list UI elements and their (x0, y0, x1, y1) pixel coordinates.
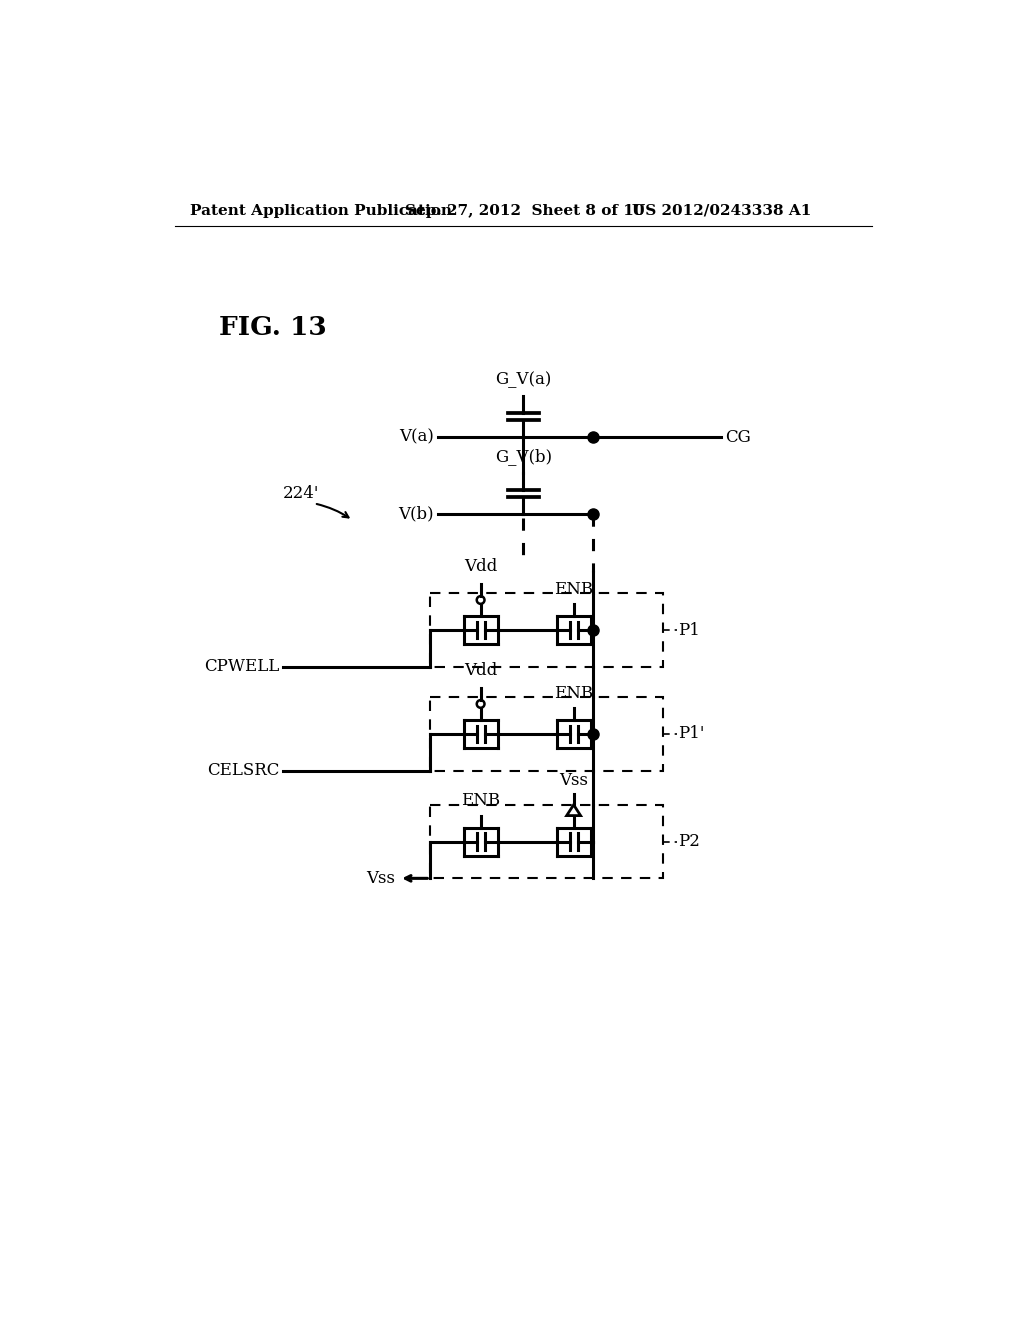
Text: Patent Application Publication: Patent Application Publication (190, 203, 452, 218)
Text: ENB: ENB (554, 685, 593, 702)
Text: CG: CG (725, 429, 751, 446)
Text: US 2012/0243338 A1: US 2012/0243338 A1 (632, 203, 811, 218)
Text: P1: P1 (678, 622, 700, 639)
Text: CPWELL: CPWELL (204, 659, 280, 675)
Bar (430, 594, 663, 667)
Text: G_V(a): G_V(a) (495, 371, 552, 388)
Text: Vdd: Vdd (464, 558, 498, 576)
Text: CELSRC: CELSRC (207, 762, 280, 779)
Text: Vss: Vss (559, 772, 588, 789)
Text: 224': 224' (283, 484, 319, 502)
Text: V(b): V(b) (398, 506, 434, 523)
Bar (430, 805, 663, 878)
Text: Sep. 27, 2012  Sheet 8 of 10: Sep. 27, 2012 Sheet 8 of 10 (406, 203, 645, 218)
Text: G_V(b): G_V(b) (495, 447, 552, 465)
Text: Vdd: Vdd (464, 663, 498, 680)
Text: Vss: Vss (367, 870, 395, 887)
Bar (430, 697, 663, 771)
Text: FIG. 13: FIG. 13 (219, 315, 328, 341)
Text: ENB: ENB (461, 792, 500, 809)
Text: P2: P2 (678, 833, 700, 850)
Text: V(a): V(a) (399, 429, 434, 446)
Text: ENB: ENB (554, 581, 593, 598)
Text: P1': P1' (678, 726, 705, 742)
